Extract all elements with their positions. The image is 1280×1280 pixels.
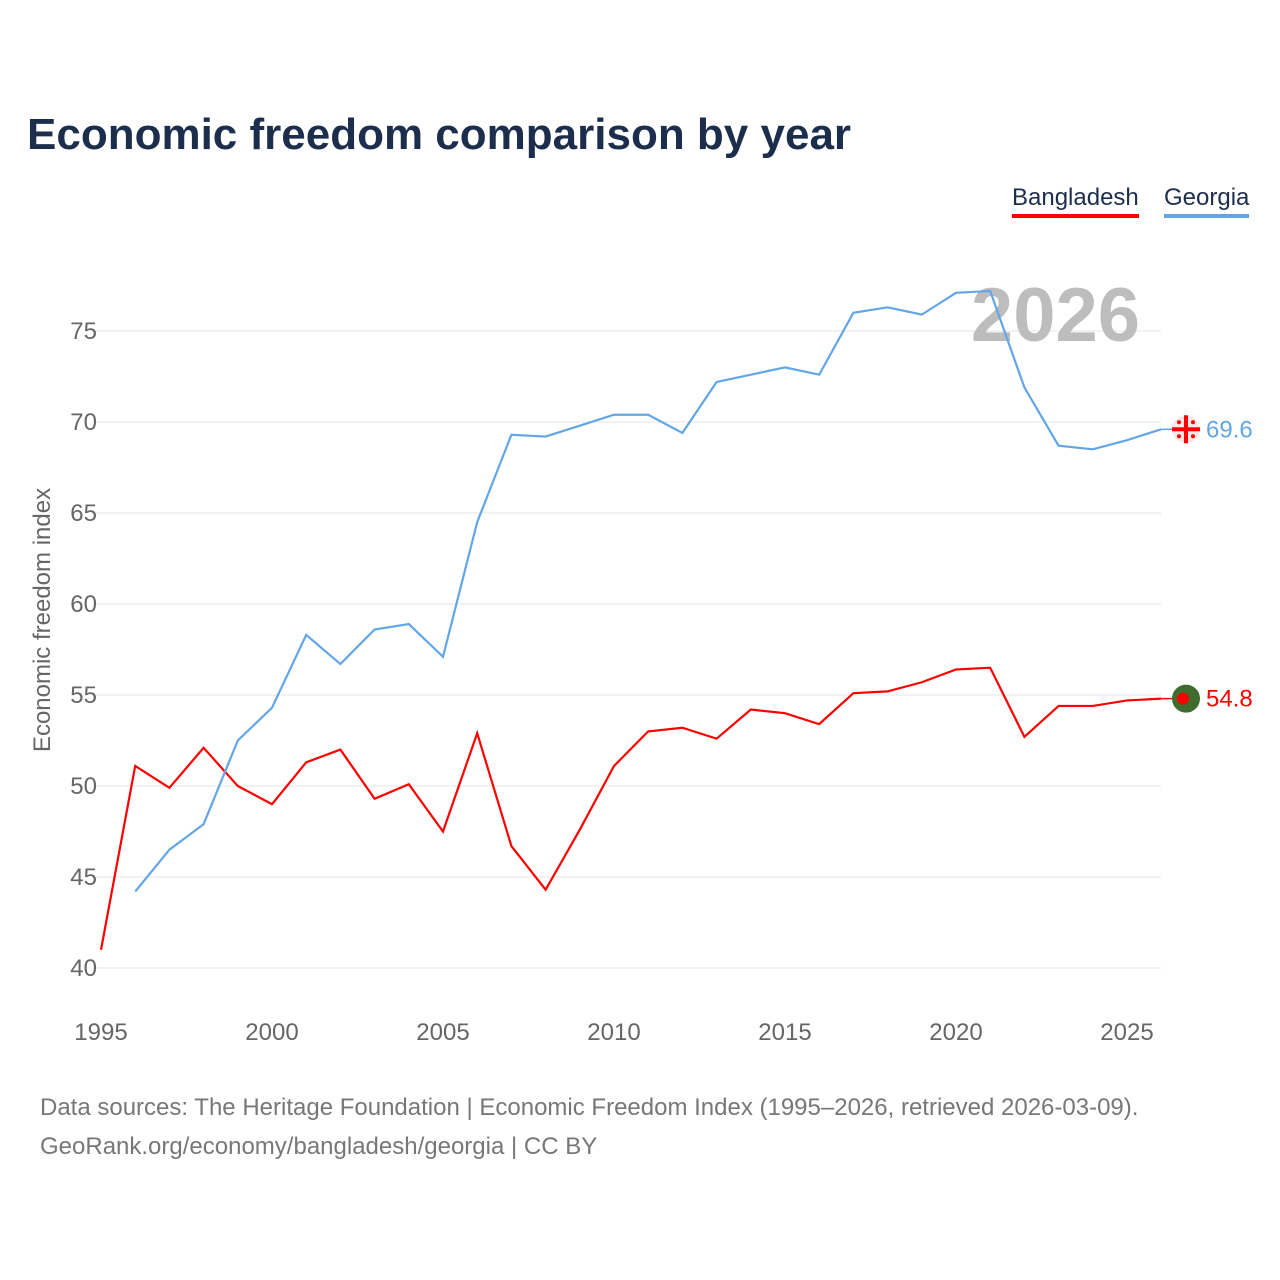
data-point-bangladesh	[440, 829, 446, 835]
x-tick-label: 1995	[74, 1019, 127, 1046]
data-point-georgia	[166, 847, 172, 853]
chart-title: Economic freedom comparison by year	[27, 110, 852, 159]
data-point-georgia	[440, 654, 446, 660]
data-point-georgia	[611, 412, 617, 418]
data-point-bangladesh	[748, 707, 754, 713]
data-point-bangladesh	[782, 710, 788, 716]
data-point-bangladesh	[987, 665, 993, 671]
series-line-georgia	[134, 289, 1162, 893]
data-point-bangladesh	[850, 690, 856, 696]
flag-disc	[1177, 692, 1189, 705]
data-point-georgia	[987, 288, 993, 294]
data-point-georgia	[474, 519, 480, 525]
y-tick-label: 55	[70, 682, 97, 709]
bangladesh-flag-icon	[1172, 684, 1200, 713]
data-point-georgia	[269, 705, 275, 711]
flag-small-cross	[1177, 420, 1181, 425]
x-tick-label: 2025	[1100, 1019, 1153, 1046]
end-value-label: 54.8	[1206, 686, 1253, 713]
end-value-label: 69.6	[1206, 416, 1253, 443]
data-point-georgia	[406, 621, 412, 627]
data-point-georgia	[919, 312, 925, 318]
data-point-bangladesh	[611, 763, 617, 769]
data-point-bangladesh	[372, 796, 378, 802]
data-point-bangladesh	[816, 721, 822, 727]
data-point-bangladesh	[474, 730, 480, 736]
y-axis-label: Economic freedom index	[29, 488, 56, 752]
data-point-georgia	[235, 738, 241, 744]
data-point-georgia	[303, 632, 309, 638]
data-point-bangladesh	[98, 947, 104, 953]
flag-cross-v	[1184, 415, 1188, 444]
data-point-georgia	[1056, 443, 1062, 449]
data-point-bangladesh	[885, 688, 891, 694]
data-point-georgia	[543, 434, 549, 440]
data-point-bangladesh	[303, 759, 309, 765]
data-point-bangladesh	[919, 679, 925, 685]
data-point-bangladesh	[714, 736, 720, 742]
data-point-bangladesh	[406, 781, 412, 787]
y-tick-label: 60	[70, 591, 97, 618]
data-point-bangladesh	[577, 827, 583, 833]
data-point-bangladesh	[679, 725, 685, 731]
data-point-georgia	[679, 430, 685, 436]
legend-georgia[interactable]: Georgia	[1164, 184, 1250, 218]
flag-small-cross	[1191, 420, 1195, 425]
data-point-georgia	[337, 661, 343, 667]
data-point-bangladesh	[201, 745, 207, 751]
data-point-georgia	[953, 290, 959, 296]
georgia-flag-icon	[1172, 415, 1200, 444]
y-tick-label: 70	[70, 409, 97, 436]
data-point-georgia	[1021, 384, 1027, 390]
footer-link[interactable]: GeoRank.org/economy/bangladesh/georgia |…	[40, 1133, 598, 1160]
y-tick-label: 75	[70, 318, 97, 345]
x-tick-label: 2000	[245, 1019, 298, 1046]
data-point-bangladesh	[953, 667, 959, 673]
data-point-bangladesh	[1056, 703, 1062, 709]
flag-small-cross	[1191, 434, 1195, 439]
y-tick-label: 45	[70, 864, 97, 891]
data-point-georgia	[577, 423, 583, 429]
data-point-bangladesh	[1090, 703, 1096, 709]
data-point-georgia	[645, 412, 651, 418]
data-point-georgia	[1124, 437, 1130, 443]
y-tick-label: 65	[70, 500, 97, 527]
series-line-bangladesh	[99, 666, 1162, 951]
flag-small-cross	[1177, 434, 1181, 439]
data-point-georgia	[714, 379, 720, 385]
data-point-bangladesh	[132, 763, 138, 769]
data-point-georgia	[1090, 446, 1096, 452]
x-tick-label: 2010	[587, 1019, 640, 1046]
legend-bangladesh[interactable]: Bangladesh	[1012, 184, 1139, 218]
data-point-georgia	[748, 372, 754, 378]
data-point-bangladesh	[1124, 697, 1130, 703]
data-point-georgia	[372, 626, 378, 632]
data-point-georgia	[782, 364, 788, 370]
data-point-georgia	[885, 304, 891, 310]
data-point-georgia	[508, 432, 514, 438]
y-tick-label: 50	[70, 773, 97, 800]
data-point-bangladesh	[1021, 734, 1027, 740]
data-point-georgia	[816, 372, 822, 378]
y-tick-label: 40	[70, 955, 97, 982]
data-point-bangladesh	[235, 783, 241, 789]
x-tick-label: 2015	[758, 1019, 811, 1046]
x-tick-label: 2005	[416, 1019, 469, 1046]
data-point-bangladesh	[645, 728, 651, 734]
x-tick-label: 2020	[929, 1019, 982, 1046]
data-point-bangladesh	[508, 843, 514, 849]
data-point-bangladesh	[337, 747, 343, 753]
data-point-bangladesh	[269, 801, 275, 807]
footer: Data sources: The Heritage Foundation | …	[40, 1088, 1138, 1166]
data-point-georgia	[850, 310, 856, 316]
data-point-georgia	[132, 889, 138, 895]
year-watermark: 2026	[971, 273, 1140, 358]
data-point-bangladesh	[543, 887, 549, 893]
footer-sources: Data sources: The Heritage Foundation | …	[40, 1094, 1139, 1121]
data-point-bangladesh	[166, 785, 172, 791]
data-point-georgia	[201, 821, 207, 827]
